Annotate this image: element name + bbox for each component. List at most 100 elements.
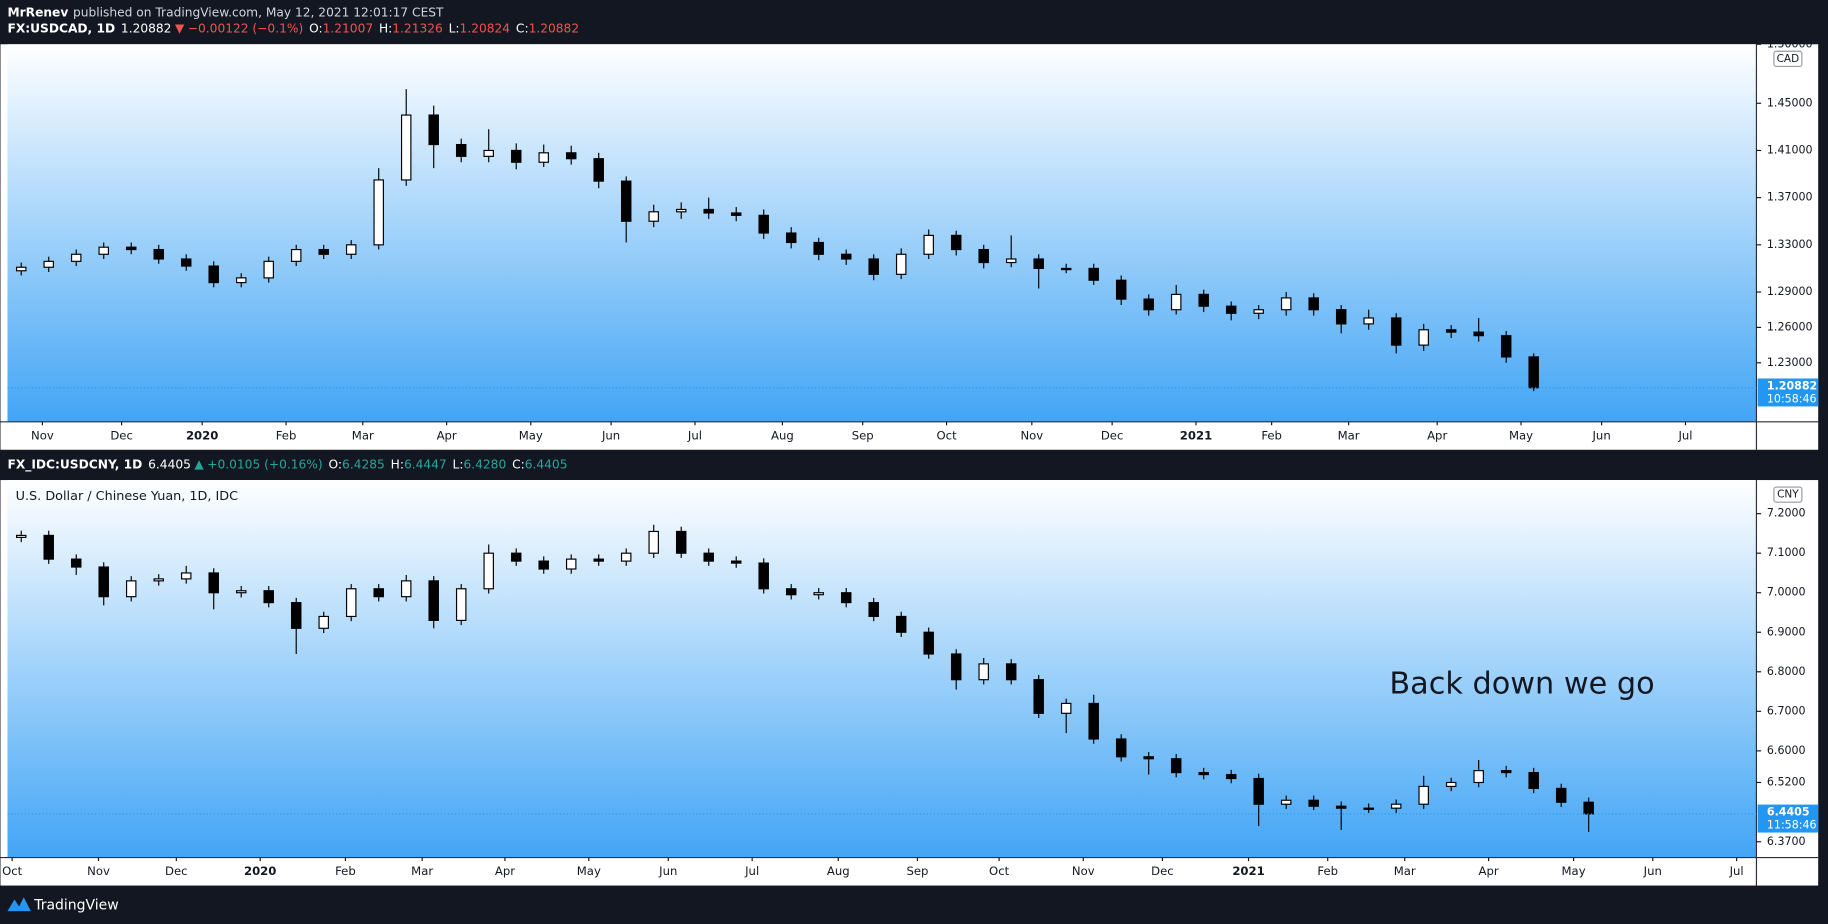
currency: CAD xyxy=(1777,53,1800,65)
currency-box xyxy=(1773,486,1803,503)
y-tick-label: 1.33000 xyxy=(1767,238,1813,251)
candle-body xyxy=(1583,801,1594,815)
x-tick-label: Nov xyxy=(1072,864,1095,878)
candle-body xyxy=(70,558,82,568)
x-tick-label: Feb xyxy=(276,428,297,442)
candle-body xyxy=(208,572,219,594)
currency-box xyxy=(1773,50,1803,67)
candle-body xyxy=(98,566,109,598)
y-tick-label: 1.37000 xyxy=(1767,191,1813,204)
change-arrow xyxy=(174,24,185,34)
x-tick-label: Feb xyxy=(1261,428,1282,442)
candle-body xyxy=(428,114,439,146)
x-tick-label: Jul xyxy=(1677,428,1692,442)
x-tick-label: Dec xyxy=(110,428,133,442)
candle-body xyxy=(1143,298,1154,311)
candle-body xyxy=(153,578,164,582)
candle-body xyxy=(180,258,192,267)
candle-body xyxy=(345,244,357,255)
candle-body xyxy=(235,590,247,594)
x-tick-label: Apr xyxy=(437,428,457,442)
candle-body xyxy=(43,260,54,268)
x-tick-label: Apr xyxy=(495,864,515,878)
x-tick-label: Dec xyxy=(1151,864,1174,878)
x-tick-label: Dec xyxy=(165,864,188,878)
candle-body xyxy=(1033,258,1044,270)
ohlc-value: 6.4447 xyxy=(404,457,447,471)
plot-area xyxy=(7,480,1757,858)
candle-body xyxy=(455,143,467,157)
candle-body xyxy=(840,592,852,604)
candle-body xyxy=(1198,772,1209,776)
candle-body xyxy=(785,588,797,596)
candle-body xyxy=(455,588,467,621)
x-tick-label: Feb xyxy=(1317,864,1338,878)
last-price-label: 6.4405 xyxy=(1767,806,1810,819)
y-tick-label: 1.26000 xyxy=(1767,320,1813,333)
candle-body xyxy=(1170,758,1182,774)
x-tick-label: Jun xyxy=(1643,864,1662,878)
candle-body xyxy=(1363,317,1374,325)
candle-body xyxy=(868,602,879,618)
candle-body xyxy=(1198,293,1209,307)
ohlc-label: O: xyxy=(329,457,343,471)
candle-body xyxy=(813,592,824,596)
candle-body xyxy=(1005,258,1017,264)
candle-body xyxy=(923,631,934,655)
ohlc-value: 6.4405 xyxy=(525,457,568,471)
x-tick-label: Mar xyxy=(352,428,374,442)
y-tick-label: 6.3700 xyxy=(1767,835,1806,848)
candle-body xyxy=(1060,702,1072,714)
x-tick-label: May xyxy=(1562,864,1586,878)
candle-body xyxy=(483,552,494,590)
last-price: 1.20882 xyxy=(121,22,172,36)
candle-body xyxy=(840,253,852,260)
countdown: 10:58:46 xyxy=(1767,392,1817,405)
x-tick-label: Feb xyxy=(335,864,356,878)
author: MrRenev xyxy=(7,5,68,19)
candle-body xyxy=(730,560,742,564)
candle-body xyxy=(1500,770,1512,774)
chart-title: U.S. Dollar / Chinese Yuan, 1D, IDC xyxy=(16,489,239,504)
x-tick-label: Nov xyxy=(31,428,54,442)
ohlc-label: H: xyxy=(379,22,392,36)
candle-body xyxy=(758,562,769,590)
candle-body xyxy=(98,246,109,255)
ohlc-label: L: xyxy=(449,22,460,36)
candle-body xyxy=(290,248,302,262)
candle-body xyxy=(153,248,164,260)
x-tick-label: Mar xyxy=(1338,428,1360,442)
candle-body xyxy=(1473,770,1484,784)
candle-body xyxy=(538,560,549,570)
brand-name: TradingView xyxy=(33,897,118,913)
candle-body xyxy=(1225,773,1237,780)
x-tick-label: Aug xyxy=(827,864,850,878)
candle-body xyxy=(1363,807,1374,810)
candle-body xyxy=(895,253,907,275)
change: −0.00122 (−0.1%) xyxy=(188,22,303,36)
x-tick-label: Mar xyxy=(411,864,433,878)
candle-body xyxy=(1115,279,1127,300)
ohlc-label: O: xyxy=(309,22,323,36)
y-tick-label: 6.6000 xyxy=(1767,744,1806,757)
candle-body xyxy=(675,530,687,554)
candle-body xyxy=(125,580,137,598)
y-tick-label: 6.9000 xyxy=(1767,625,1806,638)
candle-body xyxy=(428,580,439,621)
last-price-box xyxy=(1757,378,1819,407)
candle-body xyxy=(1390,317,1402,346)
candle-body xyxy=(1308,799,1319,807)
candle-body xyxy=(125,246,137,251)
candle-body xyxy=(1088,267,1099,281)
candle-body xyxy=(895,615,907,633)
y-tick-label: 1.23000 xyxy=(1767,356,1813,369)
ohlc-value: 1.20882 xyxy=(529,22,580,36)
x-tick-label: Apr xyxy=(1427,428,1447,442)
last-price: 6.4405 xyxy=(148,457,191,471)
candle-body xyxy=(510,149,522,163)
candle-body xyxy=(565,558,577,570)
y-tick-label: 6.7000 xyxy=(1767,704,1806,717)
candle-body xyxy=(950,234,962,251)
candle-body xyxy=(235,277,247,284)
candle-body xyxy=(373,179,384,246)
